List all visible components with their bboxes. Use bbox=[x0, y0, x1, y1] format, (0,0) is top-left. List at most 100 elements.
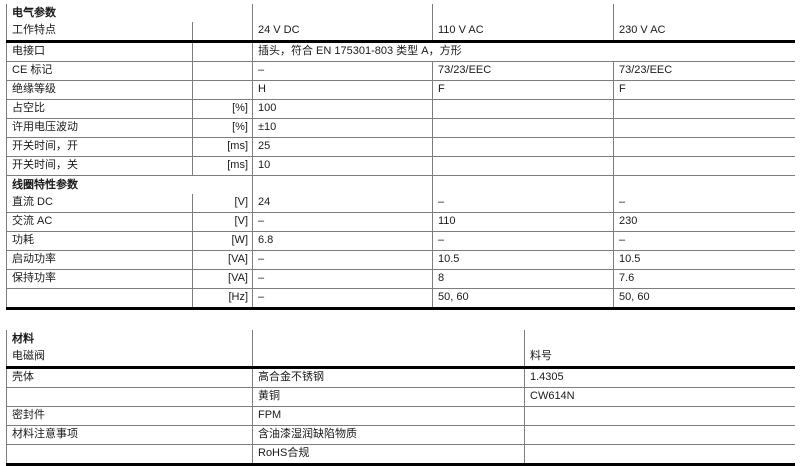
row-unit-voltage-tolerance: [%] bbox=[192, 118, 253, 138]
row-unit-switching-time-on: [ms] bbox=[192, 137, 253, 157]
row-label-ac-voltage: 交流 AC bbox=[6, 212, 193, 232]
section-title-spacer-3 bbox=[613, 4, 795, 22]
datasheet-page: 电气参数 工作特点 24 V DC 110 V AC 230 V AC 电接口 … bbox=[6, 4, 795, 466]
row-value-voltage-tolerance-1: ±10 bbox=[252, 118, 433, 138]
row-value-duty-cycle-2 bbox=[432, 99, 614, 119]
row-value-power-consumption-2: – bbox=[432, 231, 614, 251]
table-row: [Hz] – 50, 60 50, 60 bbox=[6, 288, 795, 310]
table-row: 功耗 [W] 6.8 – – bbox=[6, 231, 795, 251]
table-row: 启动功率 [VA] – 10.5 10.5 bbox=[6, 250, 795, 270]
row-value-frequency-1: – bbox=[252, 288, 433, 310]
table-row: 绝缘等级 H F F bbox=[6, 80, 795, 100]
row-label-holding-power: 保持功率 bbox=[6, 269, 193, 289]
row-value-insulation-class-3: F bbox=[613, 80, 795, 100]
row-value-housing-material-1: 高合金不锈钢 bbox=[252, 367, 525, 388]
table-row: 密封件 FPM bbox=[6, 406, 795, 426]
section-title-electrical: 电气参数 bbox=[6, 4, 253, 22]
section-spacer bbox=[6, 310, 794, 330]
row-label-material-notes-cont bbox=[6, 444, 253, 466]
table-row: 壳体 高合金不锈钢 1.4305 bbox=[6, 367, 795, 388]
section-title-row-coil: 线圈特性参数 bbox=[6, 175, 795, 194]
row-value-insulation-class-2: F bbox=[432, 80, 614, 100]
row-value-inrush-power-2: 10.5 bbox=[432, 250, 614, 270]
coil-title-spacer-3 bbox=[613, 175, 795, 194]
row-label-housing-cont bbox=[6, 387, 253, 407]
row-value-switching-time-on-3 bbox=[613, 137, 795, 157]
row-value-ac-voltage-2: 110 bbox=[432, 212, 614, 232]
row-value-housing-partno-1: 1.4305 bbox=[524, 367, 795, 388]
material-title-spacer-1 bbox=[252, 330, 525, 348]
row-value-duty-cycle-3 bbox=[613, 99, 795, 119]
row-label-voltage-tolerance: 许用电压波动 bbox=[6, 118, 193, 138]
electrical-header-row: 工作特点 24 V DC 110 V AC 230 V AC bbox=[6, 22, 795, 43]
section-title-material: 材料 bbox=[6, 330, 253, 348]
section-title-row-material: 材料 bbox=[6, 330, 795, 348]
row-value-switching-time-on-1: 25 bbox=[252, 137, 433, 157]
row-label-switching-time-off: 开关时间，关 bbox=[6, 156, 193, 176]
table-row: 黄铜 CW614N bbox=[6, 387, 795, 407]
table-row: 电接口 插头，符合 EN 175301-803 类型 A，方形 bbox=[6, 41, 795, 62]
row-unit-ce-mark bbox=[192, 61, 253, 81]
row-value-frequency-3: 50, 60 bbox=[613, 288, 795, 310]
table-row: RoHS合规 bbox=[6, 444, 795, 466]
row-value-inrush-power-1: – bbox=[252, 250, 433, 270]
material-header-label: 电磁阀 bbox=[6, 348, 253, 369]
section-title-row-electrical: 电气参数 bbox=[6, 4, 795, 22]
row-label-ce-mark: CE 标记 bbox=[6, 61, 193, 81]
row-value-dc-voltage-1: 24 bbox=[252, 194, 433, 213]
section-title-spacer-1 bbox=[252, 4, 433, 22]
row-label-switching-time-on: 开关时间，开 bbox=[6, 137, 193, 157]
row-value-material-note-partno-2 bbox=[524, 444, 795, 466]
row-value-material-note-2: RoHS合规 bbox=[252, 444, 525, 466]
row-value-material-note-1: 含油漆湿润缺陷物质 bbox=[252, 425, 525, 445]
row-unit-switching-time-off: [ms] bbox=[192, 156, 253, 176]
row-label-duty-cycle: 占空比 bbox=[6, 99, 193, 119]
row-value-duty-cycle-1: 100 bbox=[252, 99, 433, 119]
row-value-ce-mark-2: 73/23/EEC bbox=[432, 61, 614, 81]
electrical-header-col-1: 24 V DC bbox=[252, 22, 433, 43]
row-value-ac-voltage-3: 230 bbox=[613, 212, 795, 232]
row-unit-duty-cycle: [%] bbox=[192, 99, 253, 119]
table-row: CE 标记 – 73/23/EEC 73/23/EEC bbox=[6, 61, 795, 81]
row-value-voltage-tolerance-2 bbox=[432, 118, 614, 138]
row-label-material-notes: 材料注意事项 bbox=[6, 425, 253, 445]
row-label-frequency bbox=[6, 288, 193, 310]
coil-title-spacer-2 bbox=[432, 175, 614, 194]
table-row: 交流 AC [V] – 110 230 bbox=[6, 212, 795, 232]
electrical-specification-table: 电气参数 工作特点 24 V DC 110 V AC 230 V AC 电接口 … bbox=[6, 4, 795, 310]
electrical-header-label: 工作特点 bbox=[6, 22, 193, 43]
row-value-holding-power-1: – bbox=[252, 269, 433, 289]
table-row: 占空比 [%] 100 bbox=[6, 99, 795, 119]
material-header-col-1 bbox=[252, 348, 525, 369]
row-value-holding-power-2: 8 bbox=[432, 269, 614, 289]
row-unit-ac-voltage: [V] bbox=[192, 212, 253, 232]
section-title-spacer-2 bbox=[432, 4, 614, 22]
row-unit-dc-voltage: [V] bbox=[192, 194, 253, 213]
row-value-power-consumption-1: 6.8 bbox=[252, 231, 433, 251]
row-value-seal-partno bbox=[524, 406, 795, 426]
row-value-switching-time-off-1: 10 bbox=[252, 156, 433, 176]
row-value-voltage-tolerance-3 bbox=[613, 118, 795, 138]
table-row: 保持功率 [VA] – 8 7.6 bbox=[6, 269, 795, 289]
electrical-header-unit bbox=[192, 22, 253, 43]
row-unit-power-consumption: [W] bbox=[192, 231, 253, 251]
row-label-dc-voltage: 直流 DC bbox=[6, 194, 193, 213]
row-value-dc-voltage-3: – bbox=[613, 194, 795, 213]
row-value-material-note-partno-1 bbox=[524, 425, 795, 445]
row-value-housing-material-2: 黄铜 bbox=[252, 387, 525, 407]
electrical-header-col-3: 230 V AC bbox=[613, 22, 795, 43]
row-value-dc-voltage-2: – bbox=[432, 194, 614, 213]
row-unit-inrush-power: [VA] bbox=[192, 250, 253, 270]
row-value-ce-mark-1: – bbox=[252, 61, 433, 81]
table-row: 许用电压波动 [%] ±10 bbox=[6, 118, 795, 138]
row-value-switching-time-off-3 bbox=[613, 156, 795, 176]
material-header-row: 电磁阀 料号 bbox=[6, 348, 795, 369]
row-value-holding-power-3: 7.6 bbox=[613, 269, 795, 289]
row-value-switching-time-off-2 bbox=[432, 156, 614, 176]
material-title-spacer-2 bbox=[524, 330, 795, 348]
row-value-electrical-connection: 插头，符合 EN 175301-803 类型 A，方形 bbox=[252, 41, 795, 62]
row-value-power-consumption-3: – bbox=[613, 231, 795, 251]
row-label-inrush-power: 启动功率 bbox=[6, 250, 193, 270]
row-value-ac-voltage-1: – bbox=[252, 212, 433, 232]
row-label-electrical-connection: 电接口 bbox=[6, 41, 193, 62]
